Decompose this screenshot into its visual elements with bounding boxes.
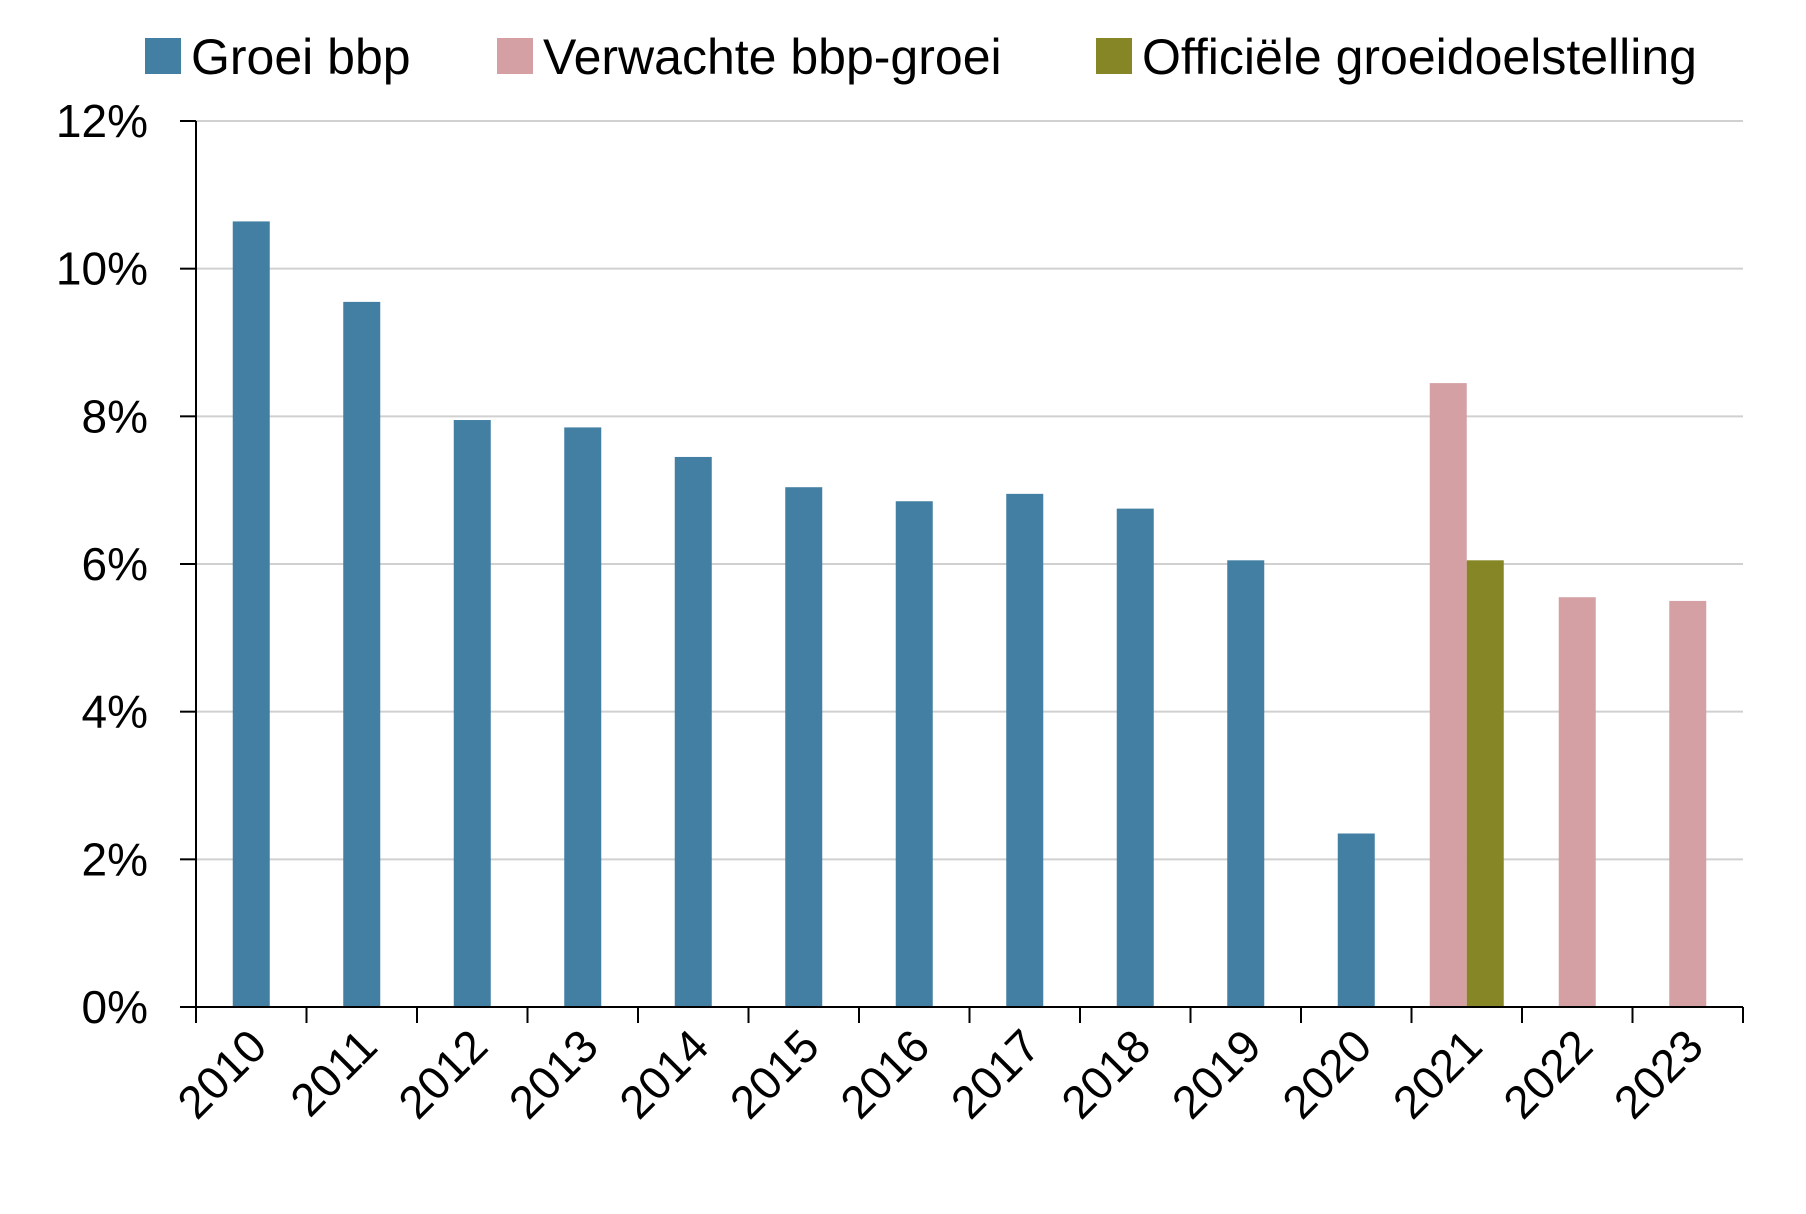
x-tick-label: 2010 — [167, 1019, 276, 1128]
x-tick-label: 2018 — [1051, 1019, 1160, 1128]
x-tick-label: 2023 — [1604, 1019, 1713, 1128]
x-tick-label: 2022 — [1493, 1019, 1602, 1128]
bar-2018-groei-bbp — [1116, 508, 1154, 1007]
x-tick-label: 2012 — [388, 1019, 497, 1128]
bar-2022-verwachte-bbp-groei — [1558, 597, 1596, 1007]
bar-2013-groei-bbp — [564, 427, 602, 1007]
x-tick-label: 2015 — [720, 1019, 829, 1128]
bar-2015-groei-bbp — [785, 487, 823, 1007]
bar-2011-groei-bbp — [343, 301, 381, 1007]
bar-2010-groei-bbp — [232, 221, 270, 1007]
bar-2016-groei-bbp — [895, 501, 933, 1007]
x-tick-label: 2011 — [280, 1019, 387, 1126]
legend-swatch — [1096, 38, 1132, 74]
y-tick-label: 6% — [82, 538, 148, 590]
x-tick-label: 2021 — [1383, 1019, 1492, 1128]
y-tick-label: 4% — [82, 686, 148, 738]
bar-2017-groei-bbp — [1006, 493, 1044, 1007]
x-tick-label: 2017 — [941, 1019, 1050, 1128]
gridlines — [196, 120, 1743, 861]
x-tick-label: 2019 — [1162, 1019, 1271, 1128]
x-tick-label: 2013 — [499, 1019, 608, 1128]
legend-label: Officiële groeidoelstelling — [1142, 29, 1697, 85]
y-axis-ticks: 0% 2% 4% 6% 8% 10% 12% — [56, 95, 196, 1033]
bar-2012-groei-bbp — [453, 420, 491, 1007]
y-tick-label: 12% — [56, 95, 148, 147]
x-tick-label: 2016 — [830, 1019, 939, 1128]
bars — [232, 221, 1707, 1008]
bar-2020-groei-bbp — [1337, 833, 1375, 1007]
y-tick-label: 2% — [82, 833, 148, 885]
y-tick-label: 10% — [56, 243, 148, 295]
legend: Groei bbp Verwachte bbp-groei Officiële gr… — [145, 29, 1697, 85]
bar-2021-offici-le-groeidoelstelling — [1466, 560, 1504, 1007]
bar-2014-groei-bbp — [674, 456, 712, 1008]
x-axis-ticks: 2010 2011 2012 2013 2014 2015 2016 2017 2018 2019… — [167, 1007, 1744, 1128]
legend-label: Groei bbp — [191, 29, 411, 85]
y-tick-label: 8% — [82, 390, 148, 442]
legend-swatch — [145, 38, 181, 74]
legend-label: Verwachte bbp-groei — [543, 29, 1002, 85]
y-tick-label: 0% — [82, 981, 148, 1033]
x-tick-label: 2014 — [609, 1019, 718, 1128]
bar-2019-groei-bbp — [1227, 560, 1265, 1007]
x-tick-label: 2020 — [1272, 1019, 1381, 1128]
bar-2023-verwachte-bbp-groei — [1669, 600, 1707, 1007]
bar-2021-verwachte-bbp-groei — [1429, 383, 1467, 1007]
legend-swatch — [497, 38, 533, 74]
